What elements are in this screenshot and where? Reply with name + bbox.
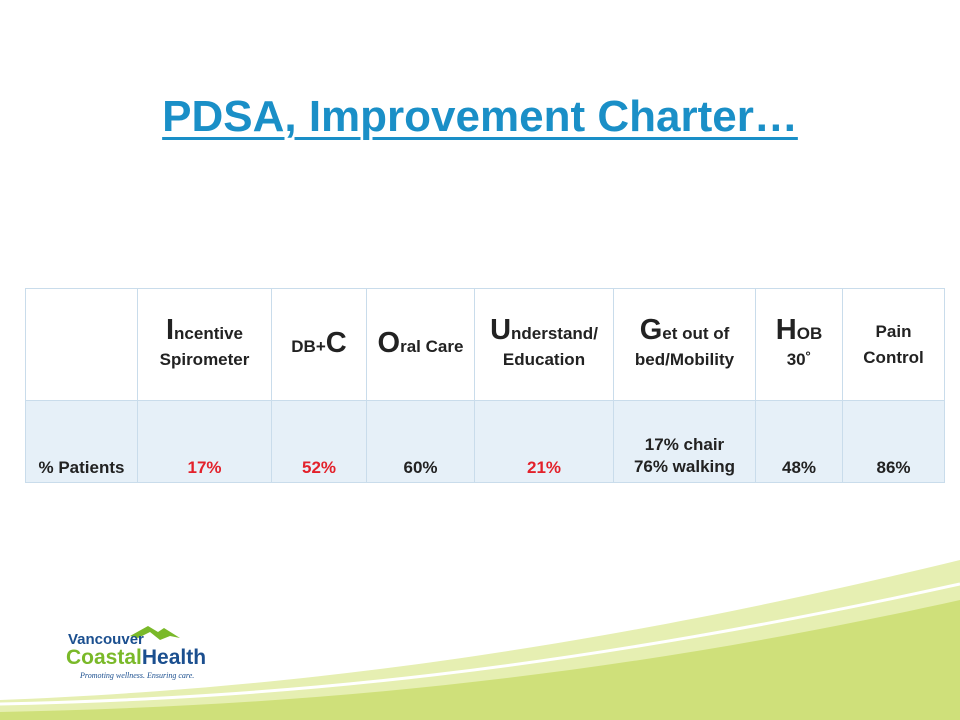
cell-mobility-chair: 17% chair — [644, 435, 725, 454]
header-text: Pain — [875, 321, 912, 341]
logo-mountain-icon — [130, 626, 180, 640]
logo-coastal: Coastal — [66, 646, 142, 669]
row-label: % Patients — [25, 400, 138, 483]
header-letter: U — [490, 313, 512, 346]
header-text-line2: bed/Mobility — [634, 349, 735, 369]
data-row: % Patients 17% 52% 60% 21% 17% chair 76%… — [25, 400, 945, 483]
cell-mobility: 17% chair 76% walking — [613, 400, 756, 483]
header-letter: C — [325, 326, 347, 359]
logo-health: Health — [142, 646, 206, 669]
header-oral-care: Oral Care — [366, 288, 475, 401]
cell-mobility-walking: 76% walking — [633, 457, 736, 476]
logo-line1: Vancouver — [68, 631, 144, 648]
header-pain-control: Pain Control — [842, 288, 945, 401]
header-text: nderstand/ — [511, 323, 598, 343]
cell-pain-control: 86% — [842, 400, 945, 483]
cell-db-c: 52% — [271, 400, 367, 483]
header-letter: O — [377, 326, 401, 359]
cell-understand-education: 21% — [474, 400, 614, 483]
header-text-line2: 30˚ — [786, 349, 812, 369]
header-text: OB — [796, 323, 823, 343]
header-text-line2: Education — [502, 349, 586, 369]
header-text: et out of — [662, 323, 730, 343]
logo-line2: CoastalHealth — [66, 646, 206, 669]
header-row: Incentive Spirometer DB+C Oral Care Unde… — [25, 288, 945, 401]
logo-tagline: Promoting wellness. Ensuring care. — [79, 671, 194, 680]
header-incentive-spirometer: Incentive Spirometer — [137, 288, 272, 401]
cell-hob: 48% — [755, 400, 843, 483]
slide-title: PDSA, Improvement Charter… — [162, 92, 798, 141]
cell-incentive-spirometer: 17% — [137, 400, 272, 483]
header-text-line2: Spirometer — [159, 349, 250, 369]
header-letter: H — [775, 313, 797, 346]
cell-oral-care: 60% — [366, 400, 475, 483]
header-text-line2: Control — [863, 347, 924, 367]
header-understand-education: Understand/ Education — [474, 288, 614, 401]
header-letter: I — [165, 313, 175, 346]
header-hob: HOB 30˚ — [755, 288, 843, 401]
header-empty-cell — [25, 288, 138, 401]
header-text: DB+ — [291, 336, 326, 356]
header-text: ral Care — [400, 336, 464, 356]
header-get-out-of-bed: Get out of bed/Mobility — [613, 288, 756, 401]
vancouver-coastal-health-logo: Vancouver CoastalHealth Promoting wellne… — [66, 626, 206, 680]
charter-table: Incentive Spirometer DB+C Oral Care Unde… — [25, 288, 945, 483]
header-letter: G — [639, 313, 663, 346]
header-text: ncentive — [174, 323, 244, 343]
header-db-c: DB+C — [271, 288, 367, 401]
